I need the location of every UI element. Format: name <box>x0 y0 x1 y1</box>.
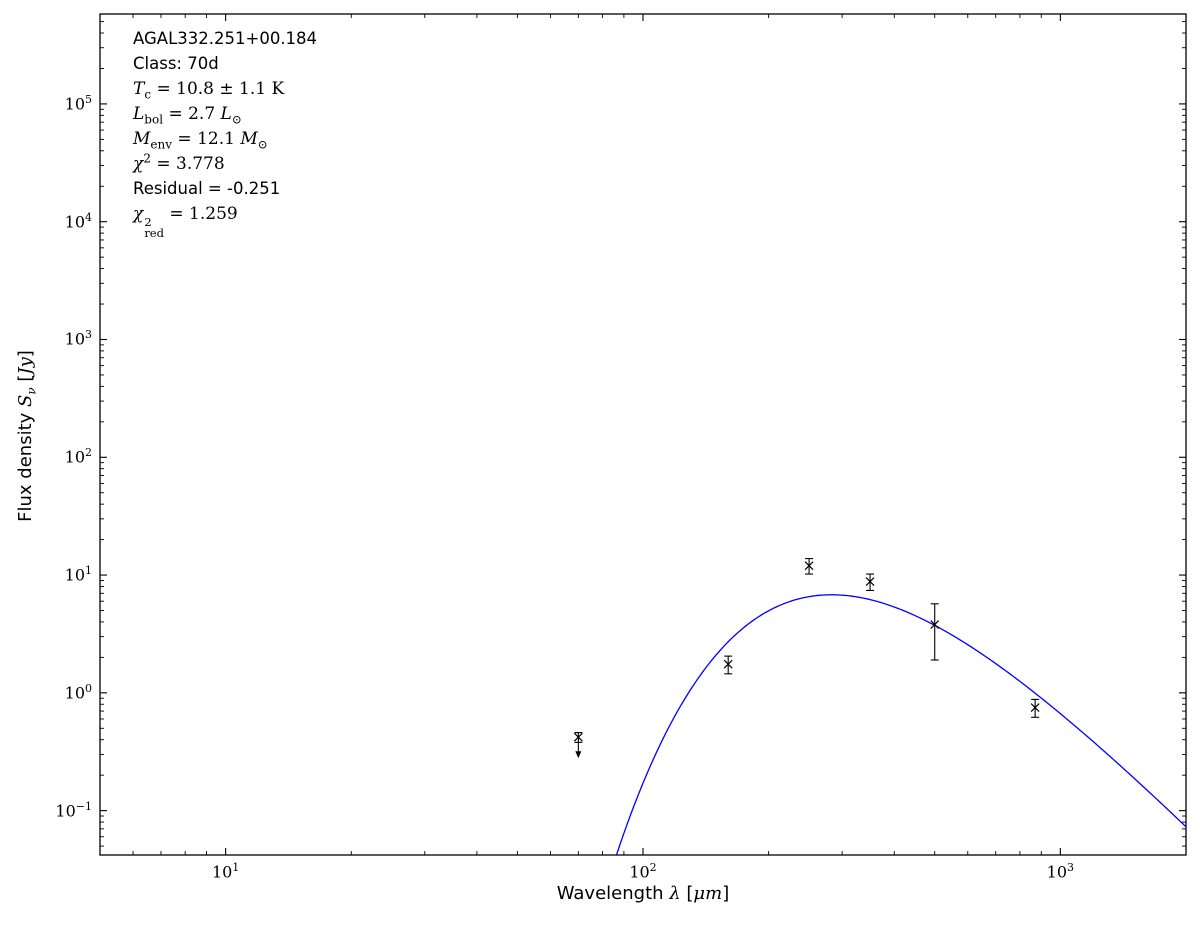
axes-frame <box>99 13 1187 856</box>
y-tick-label: 10−1 <box>55 799 92 820</box>
annotation-line: Lbol = 2.7 L⊙ <box>133 104 242 127</box>
annotation-line: Residual = -0.251 <box>133 179 281 198</box>
y-tick-label: 100 <box>64 681 92 703</box>
annotation-line: χ 2 red = 1.259 <box>133 204 238 240</box>
x-axis-unit-close: ] <box>722 883 730 904</box>
y-axis-unit-open: [ <box>15 374 36 388</box>
x-tick-label: 103 <box>1046 861 1075 882</box>
y-axis-unit: Jy <box>15 357 36 375</box>
y-tick-label: 101 <box>64 564 92 585</box>
x-axis-unit-open: [ <box>680 883 694 904</box>
y-tick-label: 103 <box>64 328 92 349</box>
data-point <box>804 558 814 575</box>
x-tick-label: 102 <box>629 861 657 882</box>
y-tick-label: 102 <box>64 446 92 467</box>
x-axis-unit: μm <box>693 883 723 904</box>
data-point <box>930 603 940 661</box>
annotation-line: Class: 70d <box>133 54 219 73</box>
x-axis-word: Wavelength <box>556 883 670 904</box>
y-axis-symbol-sub: ν <box>24 387 39 395</box>
data-point <box>723 655 733 675</box>
x-axis-label: Wavelength λ [μm] <box>443 883 843 904</box>
data-point <box>1030 698 1040 718</box>
greybody-fit-curve <box>615 594 1186 855</box>
x-axis-symbol: λ <box>669 883 681 904</box>
annotation-line: AGAL332.251+00.184 <box>133 29 318 48</box>
y-axis-unit-close: ] <box>15 350 36 358</box>
fit-parameters-annotation: AGAL332.251+00.184 Class: 70d Tc = 10.8 ± … <box>133 29 318 240</box>
data-point <box>865 573 875 592</box>
annotation-line: Tc = 10.8 ± 1.1 K <box>133 79 285 102</box>
data-point <box>573 732 583 759</box>
x-tick-label: 101 <box>211 861 240 882</box>
y-tick-label: 104 <box>64 210 92 232</box>
y-axis-word: Flux density <box>15 406 36 522</box>
y-axis-symbol: S <box>15 394 36 407</box>
annotation-line: χ2 = 3.778 <box>133 151 225 174</box>
annotation-line: Menv = 12.1 M⊙ <box>133 129 268 152</box>
y-tick-label: 105 <box>64 92 92 114</box>
